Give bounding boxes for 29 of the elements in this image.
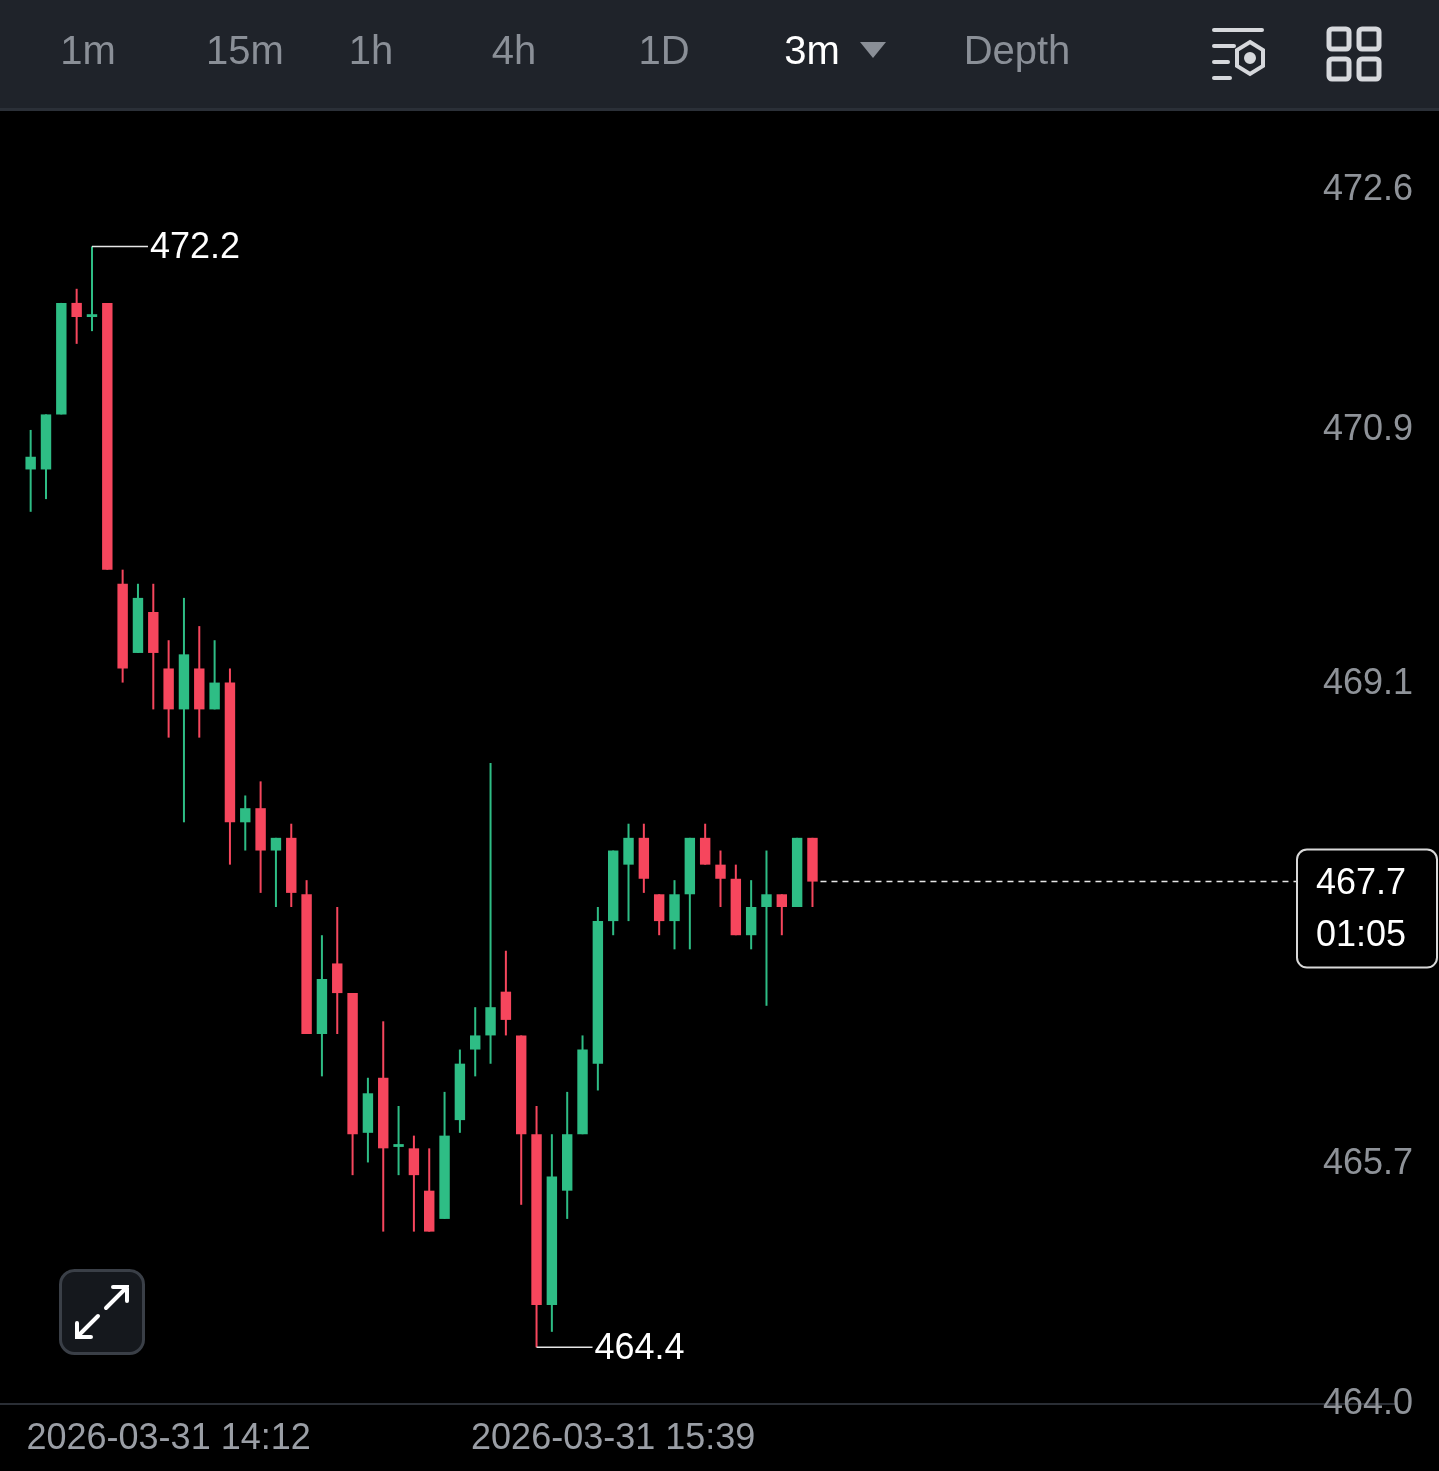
candlestick <box>485 762 496 1065</box>
candlestick <box>240 794 251 852</box>
text: 4h <box>491 28 537 73</box>
x-tick-label: 2026-03-31 14:12 <box>26 1416 311 1458</box>
annotation: 472.2 <box>149 225 241 267</box>
annotation: 01:05 <box>1316 912 1407 954</box>
y-tick-label: 470.9 <box>1322 406 1413 448</box>
candlestick <box>270 836 282 908</box>
candlestick <box>715 849 726 908</box>
candlestick <box>776 893 788 937</box>
y-tick-label: 464.0 <box>1322 1380 1413 1422</box>
candlestick <box>86 245 98 333</box>
text: 15m <box>206 28 284 73</box>
text: 1m <box>60 28 116 73</box>
text: 1h <box>348 28 394 73</box>
text: 1D <box>638 28 690 73</box>
ref-line-label: 467.7 <box>1316 860 1407 902</box>
text: Depth <box>963 28 1071 73</box>
candlestick <box>761 849 772 1007</box>
y-tick-label: 472.6 <box>1322 166 1413 208</box>
annotation: 464.4 <box>594 1326 685 1368</box>
x-tick-label: 2026-03-31 15:39 <box>471 1416 756 1458</box>
candlestick <box>71 287 82 345</box>
y-tick-label: 469.1 <box>1322 660 1413 702</box>
text: 3m <box>784 28 840 73</box>
candlestick <box>393 1105 404 1177</box>
candlestick <box>470 1006 481 1078</box>
candlestick <box>25 428 36 513</box>
y-tick-label: 465.7 <box>1322 1140 1413 1182</box>
